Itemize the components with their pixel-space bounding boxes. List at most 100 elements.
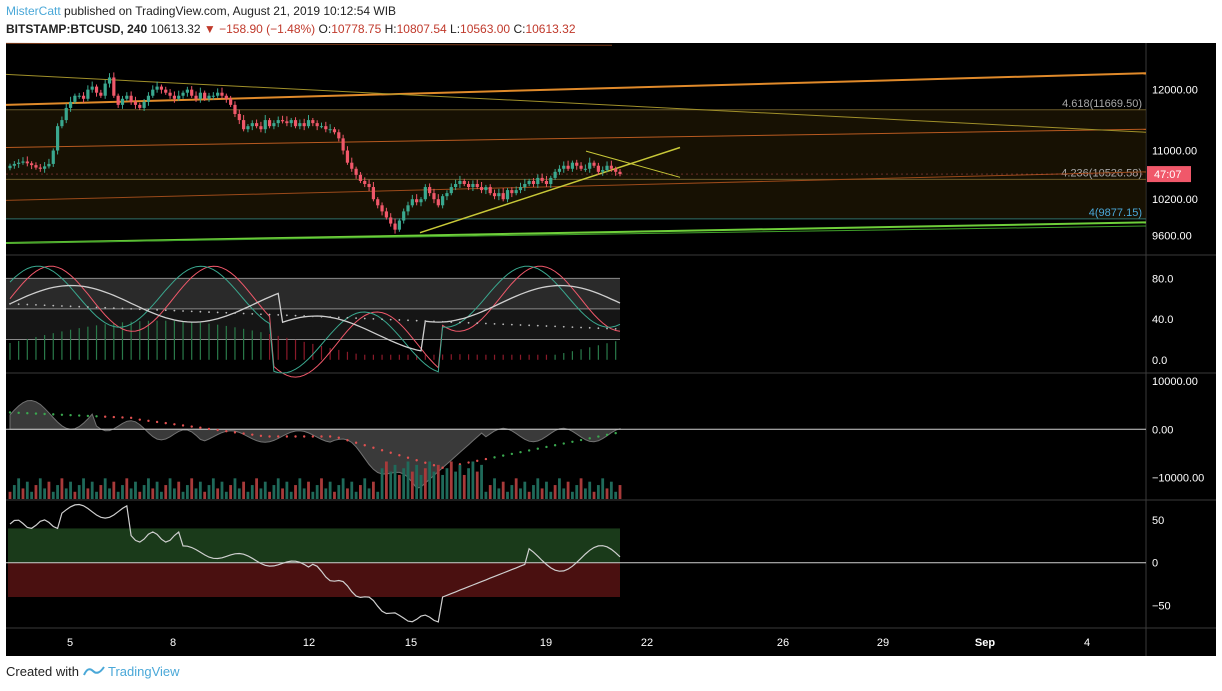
volume-bar [501, 481, 505, 499]
candle [501, 193, 505, 200]
y-tick-label: 9600.00 [1152, 231, 1192, 243]
osc-dot [554, 325, 557, 328]
candle [358, 174, 363, 181]
candle [367, 184, 371, 188]
candle [601, 170, 605, 172]
momentum-dot [363, 444, 366, 447]
candle [151, 89, 155, 96]
osc-dot [199, 310, 202, 313]
candle [116, 95, 120, 105]
price-tag-label: 47:07 [1154, 169, 1182, 181]
candle [566, 165, 570, 169]
volume-bar [406, 461, 410, 499]
volume-bar [155, 481, 159, 499]
osc-dot [156, 309, 158, 311]
candle [47, 163, 51, 167]
momentum-dot [302, 435, 306, 438]
volume-bar [540, 488, 544, 499]
osc-dot [597, 327, 600, 330]
volume-bar [294, 485, 297, 499]
momentum-dot [147, 419, 150, 423]
momentum-dot [86, 414, 90, 418]
volume-bar [47, 481, 51, 499]
volume-bar [90, 481, 94, 499]
author-name[interactable]: MisterCatt [6, 4, 61, 18]
momentum-dot [216, 428, 219, 432]
candle [371, 187, 376, 200]
momentum-dot [501, 454, 505, 457]
cci-panel[interactable] [6, 503, 1146, 623]
volume-bar [506, 491, 509, 499]
volume-bar [281, 488, 284, 499]
candle [332, 129, 337, 133]
volume-bar [324, 488, 328, 499]
volume-bar [8, 491, 12, 499]
volume-bar [601, 478, 605, 499]
osc-dot [35, 303, 37, 306]
volume-bar [372, 481, 375, 499]
osc-dot [251, 312, 254, 315]
y-tick-label: 40.0 [1152, 314, 1173, 326]
candle [120, 98, 125, 105]
volume-bar [129, 488, 133, 499]
y-tick-label: 80.0 [1152, 273, 1173, 285]
tradingview-brand[interactable]: TradingView [108, 664, 180, 679]
momentum-panel[interactable] [6, 399, 1146, 500]
volume-bar [471, 461, 475, 499]
volume-bar [181, 491, 185, 499]
candle [94, 86, 99, 93]
candle [319, 126, 324, 128]
momentum-dot [112, 415, 116, 419]
candle [190, 89, 194, 96]
volume-bar [207, 485, 211, 499]
candle [17, 162, 21, 164]
volume-bar [488, 485, 492, 499]
x-tick-label: 26 [777, 637, 789, 649]
osc-dot [476, 322, 479, 325]
momentum-dot [259, 434, 263, 438]
volume-bar [56, 485, 59, 499]
osc-dot [173, 309, 176, 312]
candle [64, 107, 68, 121]
volume-bar [380, 468, 384, 499]
x-tick-label: 29 [877, 637, 889, 649]
osc-dot [303, 315, 306, 317]
volume-bar [211, 478, 215, 499]
trend-line-green-2 [5, 225, 1147, 244]
volume-bar [60, 478, 64, 499]
candle [393, 223, 397, 230]
osc-dot [459, 321, 461, 324]
volume-bar [73, 491, 77, 499]
candle [216, 92, 220, 96]
candle [138, 104, 142, 108]
oscillator-panel[interactable] [6, 265, 621, 378]
candle [570, 162, 575, 169]
momentum-dot [614, 431, 617, 435]
candle [462, 180, 466, 184]
volume-bar [138, 491, 142, 499]
trend-line-wedge [585, 150, 681, 178]
momentum-dot [173, 423, 176, 426]
candle [8, 165, 12, 169]
momentum-dot [510, 452, 514, 456]
trend-line-orange-lower [5, 171, 1147, 201]
candle [579, 165, 583, 169]
volume-bar [536, 478, 540, 499]
osc-dot [580, 326, 582, 329]
volume-bar [462, 474, 466, 499]
volume-bar [177, 481, 181, 499]
candle [328, 129, 332, 131]
symbol-name[interactable]: BITSTAMP:BTCUSD, 240 [6, 22, 148, 36]
candle [475, 184, 479, 188]
y-tick-label: −50 [1152, 601, 1171, 613]
momentum-dot [60, 413, 64, 416]
candle [337, 132, 341, 139]
volume-bar [194, 488, 198, 499]
candle [302, 123, 306, 127]
price-panel[interactable]: 4.618(11669.50)4.236(10526.58)4(9877.15) [5, 42, 1147, 245]
volume-bar [596, 485, 600, 499]
volume-bar [142, 485, 146, 499]
momentum-dot [8, 411, 12, 414]
volume-bar [86, 488, 90, 499]
